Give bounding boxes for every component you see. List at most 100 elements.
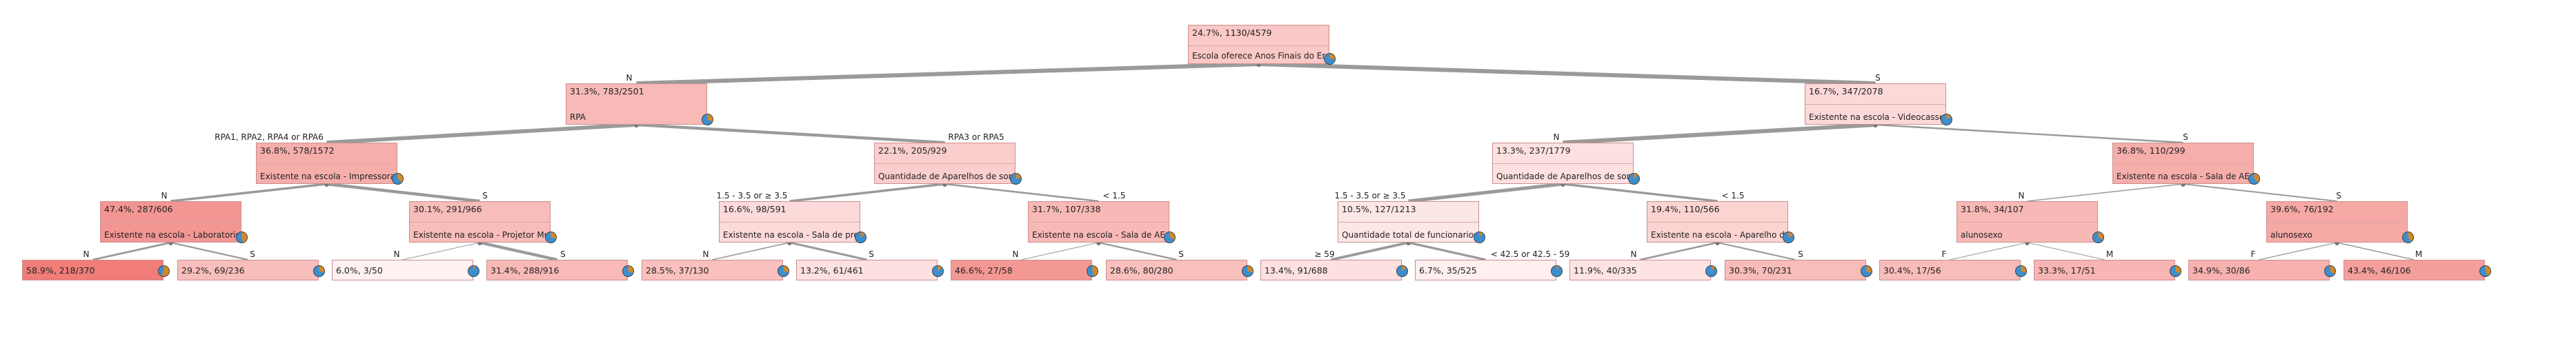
node-stat: 16.7%, 347/2078 (1809, 86, 1883, 96)
tree-edge (170, 183, 327, 203)
node-split-variable: Existente na escola - Laboratorio de cie… (104, 230, 237, 240)
node-split-variable: alunosexo (2270, 230, 2312, 240)
tree-leaf[interactable]: 34.9%, 30/86 (2188, 260, 2336, 280)
tree-node-alunosexo-b[interactable]: 39.6%, 76/192 alunosexo (2266, 201, 2414, 243)
pie-chart-icon (932, 265, 944, 277)
tree-leaf[interactable]: 6.0%, 3/50 (332, 260, 479, 280)
tree-node-funcionarios[interactable]: 10.5%, 127/1213 Quantidade total de func… (1338, 201, 1485, 243)
edge-label: N (83, 249, 90, 259)
edge-label: S (1798, 249, 1803, 259)
node-split-variable: Existente na escola - Impressora (260, 172, 393, 181)
tree-edge (479, 240, 557, 262)
tree-node-sala-de-professores[interactable]: 16.6%, 98/591 Existente na escola - Sala… (719, 201, 866, 243)
tree-node-aparelhos-de-som-a[interactable]: 22.1%, 205/929 Quantidade de Aparelhos d… (874, 143, 1022, 185)
node-stat: 24.7%, 1130/4579 (1192, 28, 1272, 38)
tree-node-aparelhos-de-som-b[interactable]: 13.3%, 237/1779 Quantidade de Aparelhos … (1492, 143, 1640, 185)
node-stat: 34.9%, 30/86 (2192, 265, 2250, 276)
node-split-variable: Existente na escola - Sala de professore… (723, 230, 856, 240)
tree-node-projetor[interactable]: 30.1%, 291/966 Existente na escola - Pro… (409, 201, 557, 243)
pie-chart-icon (2324, 265, 2336, 277)
node-stat: 10.5%, 127/1213 (1342, 204, 1416, 214)
pie-chart-icon (1164, 232, 1176, 243)
node-stat: 47.4%, 287/606 (104, 204, 173, 214)
tree-leaf[interactable]: 11.9%, 40/335 (1569, 260, 1717, 280)
node-stat: 13.4%, 91/688 (1265, 265, 1328, 276)
node-stat: 22.1%, 205/929 (878, 145, 947, 156)
tree-leaf[interactable]: 29.2%, 69/236 (177, 260, 325, 280)
node-stat: 13.3%, 237/1779 (1496, 145, 1571, 156)
pie-chart-icon (702, 114, 713, 125)
tree-edge (636, 123, 945, 145)
edge-label: ≥ 59 (1314, 249, 1335, 259)
tree-leaf[interactable]: 43.4%, 46/106 (2344, 260, 2491, 280)
tree-node-sala-de-aee-b[interactable]: 31.7%, 107/338 Existente na escola - Sal… (1028, 201, 1176, 243)
node-divider (1493, 163, 1633, 164)
tree-node-rpa[interactable]: 31.3%, 783/2501 RPA (566, 83, 713, 125)
tree-leaf[interactable]: 31.4%, 288/916 (486, 260, 634, 280)
tree-leaf[interactable]: 30.3%, 70/231 (1725, 260, 1872, 280)
tree-edge (2027, 183, 2183, 202)
tree-leaf[interactable]: 46.6%, 27/58 (951, 260, 1098, 280)
pie-chart-icon (392, 173, 404, 185)
node-divider (101, 222, 241, 223)
node-stat: 31.8%, 34/107 (1961, 204, 2024, 214)
tree-edge (1258, 62, 1876, 85)
tree-edge (636, 62, 1259, 85)
pie-chart-icon (1783, 232, 1794, 243)
tree-leaf[interactable]: 33.3%, 17/51 (2034, 260, 2181, 280)
edge-label: S (2183, 132, 2188, 142)
node-stat: 16.6%, 98/591 (723, 204, 786, 214)
tree-edge (1563, 123, 1876, 145)
edge-label: < 1.5 (1102, 191, 1126, 201)
edge-label: N (2018, 191, 2025, 201)
tree-edge (1640, 241, 1718, 261)
tree-leaf[interactable]: 28.5%, 37/130 (642, 260, 789, 280)
pie-chart-icon (1551, 265, 1563, 277)
tree-leaf[interactable]: 6.7%, 35/525 (1415, 260, 1563, 280)
tree-node-impressora[interactable]: 36.8%, 578/1572 Existente na escola - Im… (256, 143, 404, 185)
node-stat: 29.2%, 69/236 (181, 265, 245, 276)
tree-leaf[interactable]: 58.9%, 218/370 (22, 260, 170, 280)
tree-leaf[interactable]: 13.4%, 91/688 (1260, 260, 1408, 280)
node-divider (875, 163, 1015, 164)
pie-chart-icon (1474, 232, 1485, 243)
tree-leaf[interactable]: 28.6%, 80/280 (1106, 260, 1254, 280)
tree-node-videocassete[interactable]: 16.7%, 347/2078 Existente na escola - Vi… (1805, 83, 1952, 125)
edge-label: N (1553, 132, 1560, 142)
edge-label: S (2336, 191, 2341, 201)
tree-edge (170, 241, 248, 261)
tree-node-aparelho-de-dvd[interactable]: 19.4%, 110/566 Existente na escola - Apa… (1647, 201, 1794, 243)
node-stat: 46.6%, 27/58 (955, 265, 1013, 276)
pie-chart-icon (158, 265, 170, 277)
tree-edge (789, 183, 945, 203)
tree-node-sala-de-aee-a[interactable]: 36.8%, 110/299 Existente na escola - Sal… (2112, 143, 2260, 185)
node-stat: 19.4%, 110/566 (1651, 204, 1720, 214)
node-stat: 33.3%, 17/51 (2038, 265, 2096, 276)
tree-edge (1875, 123, 2183, 144)
node-divider (1647, 222, 1787, 223)
tree-edge (789, 241, 867, 261)
edge-label: N (1012, 249, 1019, 259)
node-split-variable: alunosexo (1961, 230, 2003, 240)
tree-leaf[interactable]: 30.4%, 17/56 (1879, 260, 2027, 280)
tree-node-laboratorio[interactable]: 47.4%, 287/606 Existente na escola - Lab… (100, 201, 248, 243)
node-divider (1029, 222, 1169, 223)
node-stat: 30.1%, 291/966 (413, 204, 482, 214)
pie-chart-icon (1010, 173, 1022, 185)
pie-chart-icon (777, 265, 789, 277)
node-stat: 31.4%, 288/916 (491, 265, 559, 276)
pie-chart-icon (468, 265, 479, 277)
pie-chart-icon (2015, 265, 2027, 277)
node-stat: 28.5%, 37/130 (646, 265, 709, 276)
tree-edge (2259, 242, 2337, 260)
tree-node-alunosexo-a[interactable]: 31.8%, 34/107 alunosexo (1956, 201, 2104, 243)
node-stat: 30.3%, 70/231 (1729, 265, 1792, 276)
tree-edge (1717, 241, 1796, 261)
tree-leaf[interactable]: 13.2%, 61/461 (796, 260, 944, 280)
pie-chart-icon (2170, 265, 2181, 277)
tree-edge (2337, 242, 2415, 260)
tree-edge (1563, 183, 1718, 203)
tree-edge (1098, 241, 1177, 261)
tree-node-root[interactable]: 24.7%, 1130/4579 Escola oferece Anos Fin… (1188, 25, 1336, 65)
